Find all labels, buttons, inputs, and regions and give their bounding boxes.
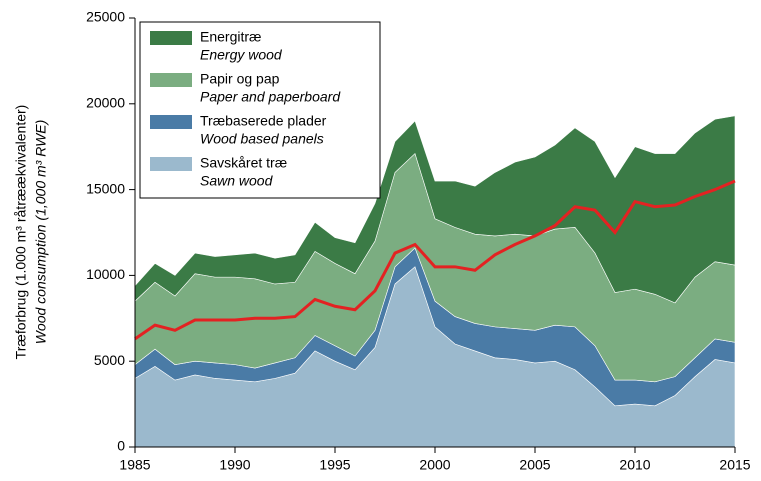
x-tick-label: 1990 — [219, 457, 250, 473]
legend-label: Træbaserede plader — [200, 113, 327, 129]
legend-label: Papir og pap — [200, 71, 280, 87]
legend-label: Energitræ — [200, 29, 261, 45]
legend-label-en: Energy wood — [200, 47, 283, 63]
x-tick-label: 2000 — [419, 457, 450, 473]
legend-label-en: Paper and paperboard — [200, 89, 341, 105]
y-tick-label: 0 — [117, 438, 125, 454]
y-tick-label: 10000 — [86, 266, 125, 282]
y-axis-label: Træforbrug (1.000 m³ råtræækvivalenter) — [13, 105, 29, 360]
legend-swatch — [150, 31, 192, 45]
legend-swatch — [150, 115, 192, 129]
area — [134, 115, 736, 304]
x-tick-label: 1995 — [319, 457, 350, 473]
legend-swatch — [150, 157, 192, 171]
legend-label-en: Sawn wood — [200, 173, 274, 189]
x-tick-label: 2005 — [519, 457, 550, 473]
y-tick-label: 15000 — [86, 180, 125, 196]
y-tick-label: 25000 — [86, 9, 125, 25]
y-tick-label: 20000 — [86, 95, 125, 111]
legend-label: Savskåret træ — [200, 155, 287, 171]
legend-swatch — [150, 73, 192, 87]
x-tick-label: 1985 — [119, 457, 150, 473]
line — [134, 179, 736, 341]
legend-label-en: Wood based panels — [200, 131, 324, 147]
x-tick-label: 2015 — [719, 457, 750, 473]
y-tick-label: 5000 — [94, 352, 125, 368]
y-axis-label-en: Wood consumption (1,000 m³ RWE) — [33, 120, 49, 345]
legend: Energitræ Energy wood Papir og pap Paper an… — [139, 21, 381, 199]
x-tick-label: 2010 — [619, 457, 650, 473]
